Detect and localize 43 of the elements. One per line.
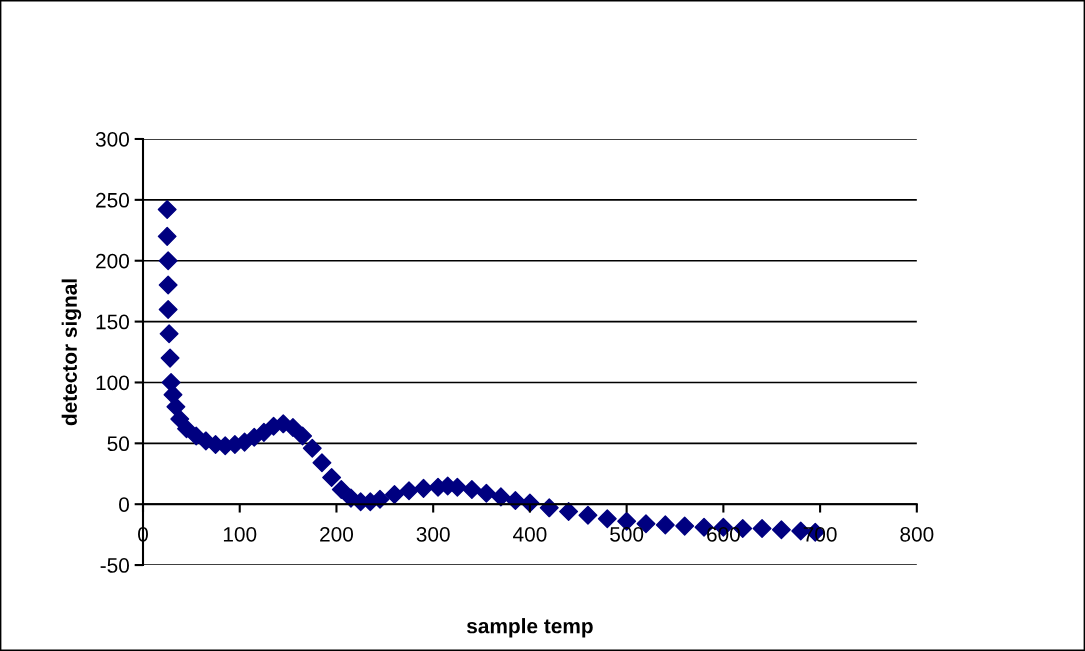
point bbox=[559, 502, 579, 521]
point bbox=[597, 509, 617, 529]
point bbox=[293, 426, 313, 446]
x-tick-label: 300 bbox=[416, 526, 450, 542]
point bbox=[157, 226, 177, 246]
point bbox=[158, 299, 178, 319]
y-tick-label: 0 bbox=[119, 497, 129, 512]
point bbox=[771, 520, 791, 540]
x-tick-label: 600 bbox=[707, 526, 740, 542]
point bbox=[158, 251, 178, 271]
point bbox=[160, 348, 180, 368]
y-tick-label: 300 bbox=[95, 131, 129, 147]
point bbox=[675, 516, 695, 536]
point bbox=[476, 483, 496, 503]
x-tick-label: 400 bbox=[513, 526, 547, 542]
y-tick-label: 100 bbox=[96, 375, 129, 391]
x-tick-label: 800 bbox=[900, 526, 934, 542]
y-axis-title: detector signal bbox=[61, 279, 82, 426]
x-tick-label: 500 bbox=[610, 526, 644, 542]
point bbox=[302, 438, 322, 458]
point bbox=[385, 484, 404, 504]
point bbox=[370, 489, 390, 509]
y-tick-label: 200 bbox=[96, 253, 129, 269]
x-axis-title: sample temp bbox=[466, 618, 593, 638]
point bbox=[414, 478, 433, 498]
y-tick-label: 50 bbox=[107, 436, 129, 452]
y-tick-label: -50 bbox=[100, 558, 129, 573]
point bbox=[283, 418, 303, 437]
y-tick-label: 150 bbox=[96, 314, 129, 330]
point bbox=[399, 481, 419, 501]
point bbox=[158, 275, 178, 295]
point bbox=[157, 200, 177, 220]
point bbox=[322, 467, 342, 487]
point bbox=[159, 324, 179, 344]
point bbox=[578, 505, 598, 525]
x-tick-label: 100 bbox=[223, 526, 257, 542]
y-tick-label: 250 bbox=[96, 192, 129, 208]
point bbox=[312, 453, 332, 473]
point bbox=[462, 480, 482, 500]
point bbox=[752, 519, 772, 539]
point bbox=[655, 515, 675, 535]
x-tick-label: 200 bbox=[320, 526, 354, 542]
point bbox=[331, 480, 351, 500]
